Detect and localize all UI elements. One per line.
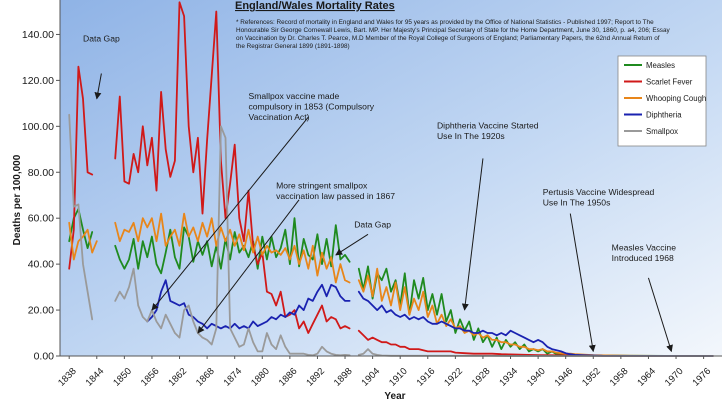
axes-layer bbox=[59, 0, 722, 357]
annotation-arrow bbox=[335, 233, 369, 256]
x-tick-label: 1874 bbox=[222, 366, 245, 389]
annotation-text: Use In The 1920s bbox=[437, 131, 505, 141]
legend-item-scarlet-fever: Scarlet Fever bbox=[624, 78, 693, 87]
title-block: England/Wales Mortality Rates * Referenc… bbox=[235, 0, 671, 50]
x-tick-label: 1844 bbox=[84, 366, 107, 389]
x-tick-label: 1916 bbox=[415, 366, 438, 389]
annotation-text: Pertusis Vaccine Widespread bbox=[543, 187, 655, 197]
annotation-arrow bbox=[94, 73, 102, 100]
y-tick-label: 100.00 bbox=[22, 121, 54, 133]
x-tick-label: 1976 bbox=[690, 366, 713, 389]
annotation-text: compulsory in 1853 (Compulsory bbox=[248, 101, 374, 111]
series-line-diphtheria-1 bbox=[357, 290, 714, 357]
x-tick-label: 1898 bbox=[332, 366, 355, 389]
x-tick-label: 1856 bbox=[139, 366, 162, 389]
x-tick-label: 1934 bbox=[497, 366, 520, 389]
x-tick-label: 1868 bbox=[194, 366, 217, 389]
x-tick-label: 1946 bbox=[553, 366, 576, 389]
y-tick-label: 60.00 bbox=[28, 213, 54, 225]
x-tick-label: 1892 bbox=[304, 366, 327, 389]
y-tick-label: 20.00 bbox=[28, 305, 54, 317]
x-tick-label: 1922 bbox=[442, 366, 465, 389]
chart-title: England/Wales Mortality Rates bbox=[235, 0, 395, 12]
references-line-3: on Vaccination by Dr. Charles T. Pearce,… bbox=[236, 35, 660, 42]
y-tick-label: 40.00 bbox=[28, 259, 54, 271]
series-line-smallpox-1 bbox=[114, 125, 351, 357]
annotation-text: Diphtheria Vaccine Started bbox=[437, 121, 539, 131]
references-line-4: the Registrar General 1899 (1891-1898) bbox=[236, 43, 350, 50]
y-tick-label: 80.00 bbox=[28, 167, 54, 179]
x-tick-label: 1958 bbox=[608, 366, 631, 389]
series-whooping-cough bbox=[68, 212, 714, 357]
references-line-2: Honourable Sir George Cornewall Lewis, B… bbox=[236, 27, 671, 34]
x-tick-label: 1838 bbox=[56, 366, 79, 389]
legend-items: Measles Scarlet Fever Whooping Cough Diphth… bbox=[624, 61, 706, 136]
y-axis-title: Deaths per 100,000 bbox=[12, 154, 23, 245]
annotation-text: Vaccination Act) bbox=[248, 112, 309, 122]
legend-label: Smallpox bbox=[646, 127, 678, 136]
x-tick-label: 1970 bbox=[663, 366, 686, 389]
y-tick-label: 140.00 bbox=[22, 29, 54, 41]
legend-item-measles: Measles bbox=[624, 61, 675, 70]
series-line-scarlet-fever-1 bbox=[114, 1, 351, 334]
legend-label: Diphtheria bbox=[646, 111, 682, 120]
legend-item-smallpox: Smallpox bbox=[624, 127, 678, 136]
x-tick-label: 1850 bbox=[111, 366, 134, 389]
x-tick-label: 1940 bbox=[525, 366, 548, 389]
x-tick-label: 1964 bbox=[635, 366, 658, 389]
x-tick-label: 1862 bbox=[166, 366, 189, 389]
annotation-text: Data Gap bbox=[354, 219, 391, 229]
x-tick-label: 1904 bbox=[359, 366, 382, 389]
x-tick-label: 1928 bbox=[470, 366, 493, 389]
annotation-layer: Data Gap Smallpox vaccine madecompulsory … bbox=[83, 33, 677, 353]
legend: Measles Scarlet Fever Whooping Cough Diphth… bbox=[617, 55, 707, 147]
series-line-whooping-cough-1 bbox=[114, 212, 351, 284]
annotation-text: Measles Vaccine bbox=[612, 242, 677, 252]
legend-label: Scarlet Fever bbox=[646, 78, 693, 87]
y-tick-label: 120.00 bbox=[22, 75, 54, 87]
annotation-arrow bbox=[569, 213, 596, 353]
annotation-text: vaccination law passed in 1867 bbox=[276, 191, 395, 201]
x-axis-title: Year bbox=[384, 391, 405, 400]
references-line-1: * References: Record of mortality in Eng… bbox=[236, 19, 654, 26]
series-line-whooping-cough-2 bbox=[357, 267, 714, 357]
annotation-arrow bbox=[647, 277, 673, 353]
annotation-arrow bbox=[197, 199, 300, 334]
series-line-smallpox-0 bbox=[68, 113, 94, 321]
series-line-measles-0 bbox=[68, 208, 94, 250]
annotation-text: More stringent smallpox bbox=[276, 180, 368, 190]
series-line-whooping-cough-0 bbox=[68, 221, 98, 261]
annotation-text: Smallpox vaccine made bbox=[248, 91, 339, 101]
series-scarlet-fever bbox=[68, 1, 714, 357]
annotation-arrow bbox=[461, 158, 484, 311]
x-tick-label: 1910 bbox=[387, 366, 410, 389]
annotation-text: Use In The 1950s bbox=[543, 198, 611, 208]
annotation-arrow bbox=[151, 116, 309, 311]
x-tick-label: 1880 bbox=[249, 366, 272, 389]
y-tick-label: 0.00 bbox=[34, 351, 55, 363]
legend-item-diphtheria: Diphtheria bbox=[624, 111, 682, 120]
x-tick-label: 1886 bbox=[277, 366, 300, 389]
legend-item-whooping-cough: Whooping Cough bbox=[624, 94, 706, 103]
series-line-scarlet-fever-2 bbox=[357, 329, 714, 357]
legend-label: Measles bbox=[646, 61, 675, 70]
annotation-text: Data Gap bbox=[83, 33, 120, 43]
plot-area bbox=[60, 0, 722, 356]
legend-label: Whooping Cough bbox=[646, 94, 706, 103]
x-tick-label: 1952 bbox=[580, 366, 603, 389]
series-line-scarlet-fever-0 bbox=[68, 65, 94, 270]
annotation-text: Introduced 1968 bbox=[612, 253, 674, 263]
